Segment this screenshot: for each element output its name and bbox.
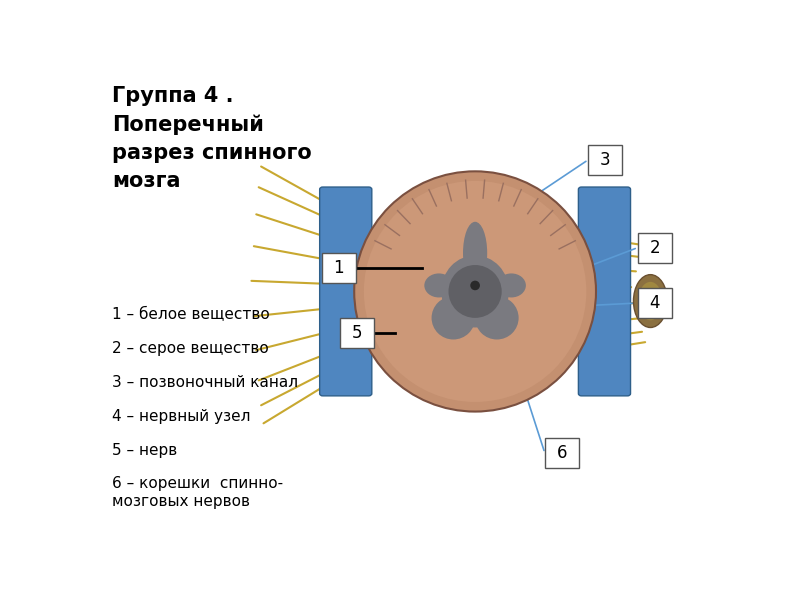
Text: 1 – белое вещество: 1 – белое вещество <box>112 308 270 323</box>
Text: 6: 6 <box>557 444 567 462</box>
Text: Группа 4 .
Поперечный
разрез спинного
мозга: Группа 4 . Поперечный разрез спинного мо… <box>112 86 312 191</box>
Text: 5 – нерв: 5 – нерв <box>112 443 178 458</box>
Ellipse shape <box>354 172 596 412</box>
FancyBboxPatch shape <box>578 187 630 396</box>
Text: 5: 5 <box>352 324 362 342</box>
FancyBboxPatch shape <box>638 288 672 318</box>
Text: 4 – нервный узел: 4 – нервный узел <box>112 409 251 424</box>
Text: 6 – корешки  спинно-
мозговых нервов: 6 – корешки спинно- мозговых нервов <box>112 476 283 509</box>
Ellipse shape <box>424 274 454 298</box>
Ellipse shape <box>442 256 509 328</box>
Ellipse shape <box>364 181 586 402</box>
Ellipse shape <box>470 281 480 290</box>
FancyBboxPatch shape <box>588 145 622 175</box>
Text: 3: 3 <box>600 151 610 169</box>
Text: 3 – позвоночный канал: 3 – позвоночный канал <box>112 375 298 390</box>
Ellipse shape <box>634 275 667 328</box>
Text: 1: 1 <box>334 259 344 277</box>
Text: 4: 4 <box>650 294 660 312</box>
Ellipse shape <box>463 222 487 284</box>
Ellipse shape <box>497 274 526 298</box>
Text: 2 – серое вещество: 2 – серое вещество <box>112 341 269 356</box>
Ellipse shape <box>638 282 662 320</box>
FancyBboxPatch shape <box>340 318 374 348</box>
FancyBboxPatch shape <box>320 187 372 396</box>
Text: 2: 2 <box>650 239 660 257</box>
FancyBboxPatch shape <box>638 233 672 263</box>
Ellipse shape <box>431 296 475 340</box>
FancyBboxPatch shape <box>545 438 579 468</box>
Ellipse shape <box>475 296 518 340</box>
Ellipse shape <box>449 265 502 318</box>
FancyBboxPatch shape <box>322 253 356 283</box>
